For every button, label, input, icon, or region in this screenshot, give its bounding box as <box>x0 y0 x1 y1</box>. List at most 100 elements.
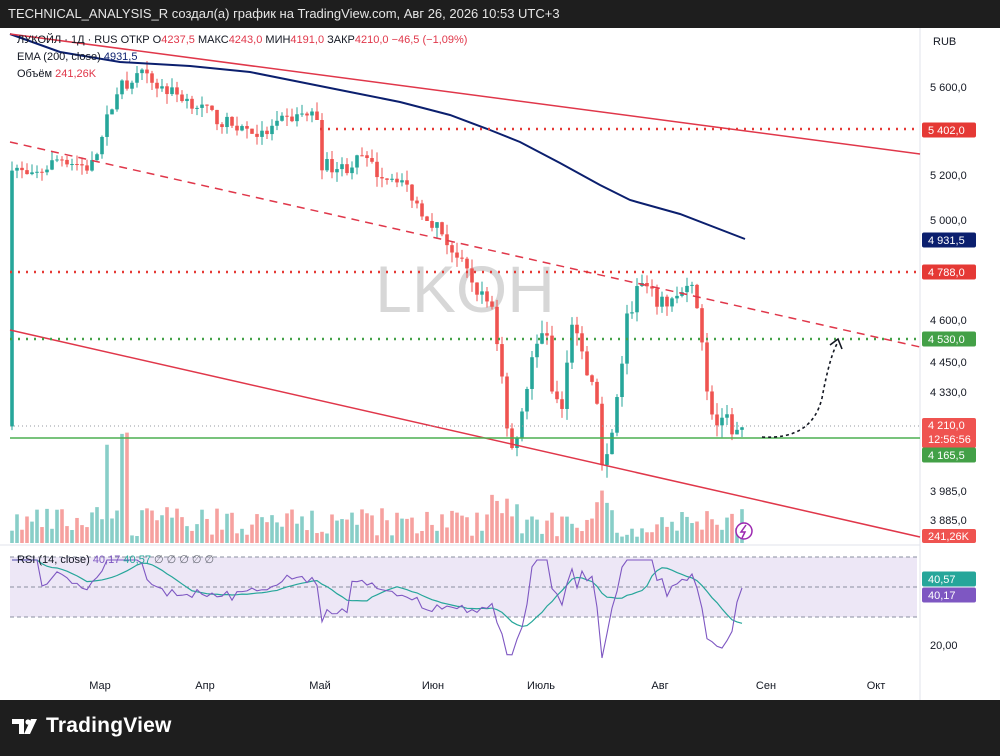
volume-bar <box>115 510 119 543</box>
candle-down <box>465 258 469 269</box>
candle-down <box>440 222 444 235</box>
candle-down <box>380 177 384 179</box>
last-price-tag-value: 4 210,0 <box>928 420 965 432</box>
volume-bar <box>235 533 239 543</box>
chart-canvas[interactable]: LKOH 5 600,0 5 200,0 5 000,0 4 600,0 4 450,0 4… <box>0 28 1000 700</box>
resistance-2-tag-bg <box>922 264 976 280</box>
volume-bar <box>370 515 374 543</box>
volume-bar <box>390 535 394 543</box>
volume-bar <box>300 516 304 543</box>
volume-bar <box>550 512 554 543</box>
volume-bar <box>710 519 714 543</box>
candle-down <box>235 125 239 131</box>
candle-down <box>415 200 419 204</box>
volume-bar <box>495 500 499 543</box>
candle-up <box>725 414 729 418</box>
volume-bar <box>485 514 489 543</box>
volume-bar <box>490 494 494 543</box>
volume-label: Объём <box>17 68 53 80</box>
volume-bar <box>560 516 564 543</box>
volume-bar <box>435 530 439 543</box>
volume-bar <box>445 527 449 543</box>
candle-down <box>645 282 649 287</box>
candle-down <box>80 164 84 166</box>
volume-bar <box>695 521 699 543</box>
volume-bar <box>615 532 619 543</box>
channel-upper-line <box>9 33 921 155</box>
volume-bar <box>205 518 209 543</box>
volume-bar <box>420 530 424 543</box>
candle-up <box>570 324 574 363</box>
support-tag-bg <box>922 447 976 463</box>
candle-up <box>35 171 39 173</box>
volume-legend[interactable]: Объём 241,26K <box>17 68 96 80</box>
volume-bar <box>200 509 204 543</box>
event-icon-bolt <box>739 524 747 539</box>
volume-bar <box>175 508 179 543</box>
volume-bar <box>195 524 199 543</box>
candle-up <box>185 98 189 102</box>
volume-bar <box>575 527 579 543</box>
volume-bar <box>240 528 244 543</box>
candle-down <box>655 288 659 307</box>
candle-down <box>285 115 289 117</box>
volume-bar <box>680 512 684 543</box>
rsi-ma-value: 40,57 <box>123 554 151 566</box>
candle-up <box>115 94 119 110</box>
currency-label[interactable]: RUB <box>933 36 957 48</box>
volume-bar <box>580 531 584 543</box>
candle-up <box>225 116 229 128</box>
candle-down <box>430 220 434 228</box>
candle-down <box>190 98 194 109</box>
time-axis-label: Сен <box>756 680 776 692</box>
candle-up <box>635 286 639 313</box>
price-tick-label: 3 885,0 <box>930 515 967 527</box>
ema-legend[interactable]: EMA (200, close) 4931,5 <box>17 51 137 63</box>
volume-bar <box>345 519 349 543</box>
price-tick-label: 4 330,0 <box>930 387 967 399</box>
candle-down <box>405 180 409 185</box>
low-label: МИН <box>265 34 291 46</box>
ema-tag-bg <box>922 232 976 248</box>
candle-down <box>425 216 429 221</box>
volume-bar <box>290 509 294 543</box>
volume-bar <box>650 532 654 543</box>
volume-bar <box>125 432 129 543</box>
volume-bar <box>285 513 289 543</box>
candle-up <box>660 296 664 307</box>
candle-up <box>340 164 344 170</box>
exchange-label: ОТКР <box>120 34 150 46</box>
candle-down <box>595 381 599 404</box>
volume-bar <box>75 517 79 543</box>
volume-bar <box>225 513 229 543</box>
rsi-legend[interactable]: RSI (14, close) 40,17 40,57 ∅ ∅ ∅ ∅ ∅ <box>17 553 214 566</box>
volume-bar <box>675 530 679 543</box>
candle-up <box>355 155 359 168</box>
ema-label: EMA (200, close) <box>17 51 101 63</box>
candle-up <box>565 362 569 409</box>
candle-down <box>150 73 154 83</box>
candle-up <box>270 125 274 135</box>
candle-down <box>450 245 454 253</box>
volume-bar <box>40 527 44 543</box>
candle-down <box>585 351 589 376</box>
volume-bar <box>130 535 134 543</box>
candle-up <box>55 159 59 161</box>
symbol-label[interactable]: ЛУКОЙЛ · 1Д · RUS <box>17 34 118 46</box>
volume-bar <box>510 516 514 543</box>
candle-down <box>705 342 709 392</box>
volume-bar <box>545 520 549 543</box>
channel-lower-line <box>9 329 921 538</box>
candle-down <box>180 94 184 102</box>
volume-bar <box>230 512 234 543</box>
last-price-tag-countdown: 12:56:56 <box>928 434 971 446</box>
volume-bar <box>365 513 369 543</box>
tradingview-logo[interactable]: TradingView <box>12 714 172 738</box>
candle-up <box>310 111 314 116</box>
chart-author-title: TECHNICAL_ANALYSIS_R создал(а) график на… <box>8 6 560 21</box>
volume-bar <box>520 533 524 543</box>
volume-bar <box>630 528 634 543</box>
candle-up <box>325 159 329 171</box>
volume-bar <box>425 511 429 543</box>
grid-layer: LKOH <box>0 28 921 700</box>
